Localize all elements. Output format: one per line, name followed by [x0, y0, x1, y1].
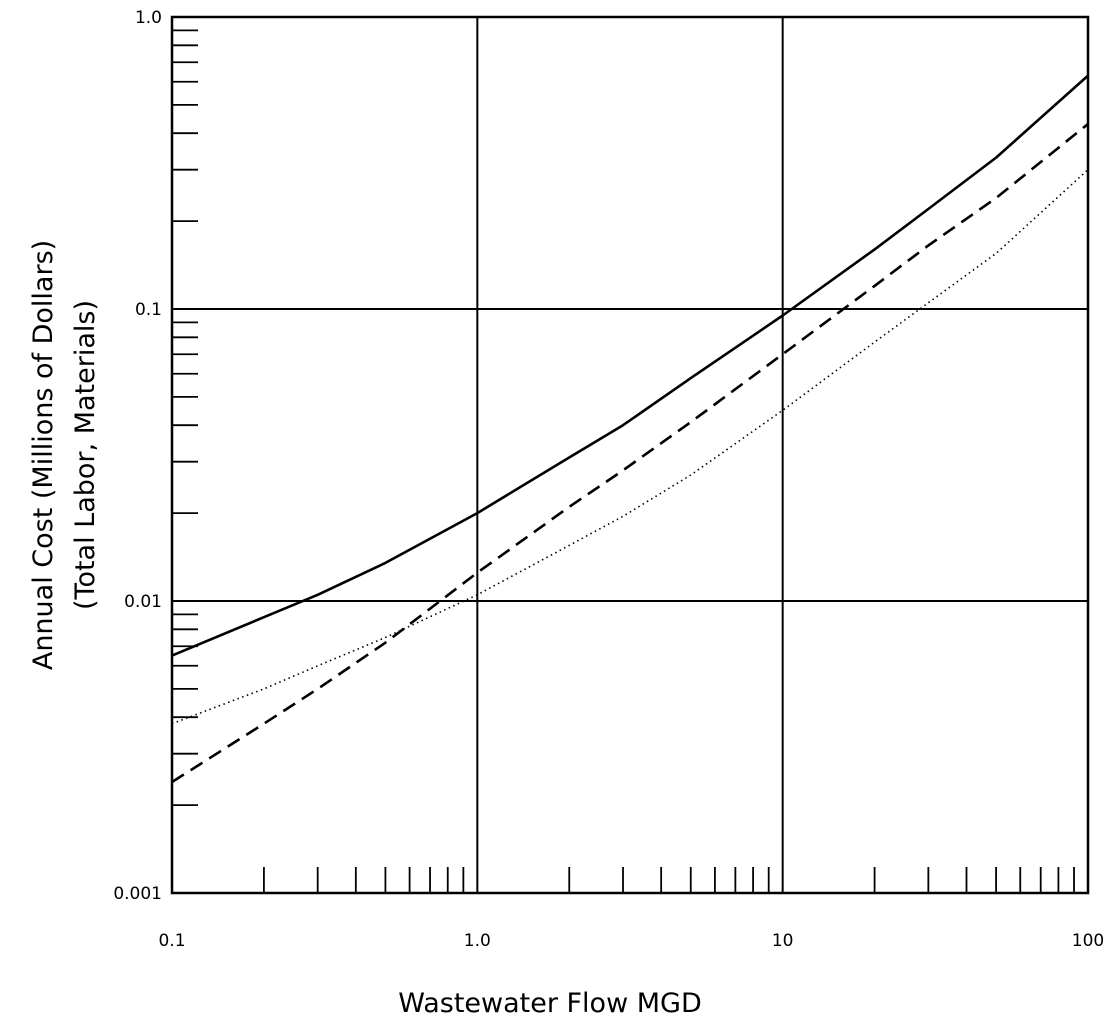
y-axis-label-line2: (Total Labor, Materials)	[70, 300, 101, 610]
gridlines	[172, 17, 1088, 893]
tick-labels: 0.1 1.0 10 100 0.001 0.01 0.1 1.0	[113, 8, 1104, 951]
series-line-dashed	[171, 122, 1089, 784]
y-axis-label: Annual Cost (Millions of Dollars) (Total…	[28, 240, 101, 670]
y-axis-label-line1: Annual Cost (Millions of Dollars)	[28, 240, 59, 670]
plot-frame	[170, 15, 1090, 895]
y-tick-label: 1.0	[135, 8, 162, 28]
x-tick-label: 10	[772, 931, 794, 951]
minor-ticks	[172, 29, 1075, 893]
y-tick-label: 0.01	[124, 592, 162, 612]
series-lines	[171, 74, 1089, 784]
x-tick-label: 0.1	[158, 931, 185, 951]
y-tick-label: 0.1	[135, 300, 162, 320]
x-axis-label: Wastewater Flow MGD	[398, 988, 702, 1019]
series-line-dotted	[171, 169, 1089, 725]
series-line-solid	[171, 74, 1089, 657]
y-tick-label: 0.001	[113, 884, 162, 904]
x-tick-label: 100	[1072, 931, 1104, 951]
x-tick-label: 1.0	[464, 931, 491, 951]
